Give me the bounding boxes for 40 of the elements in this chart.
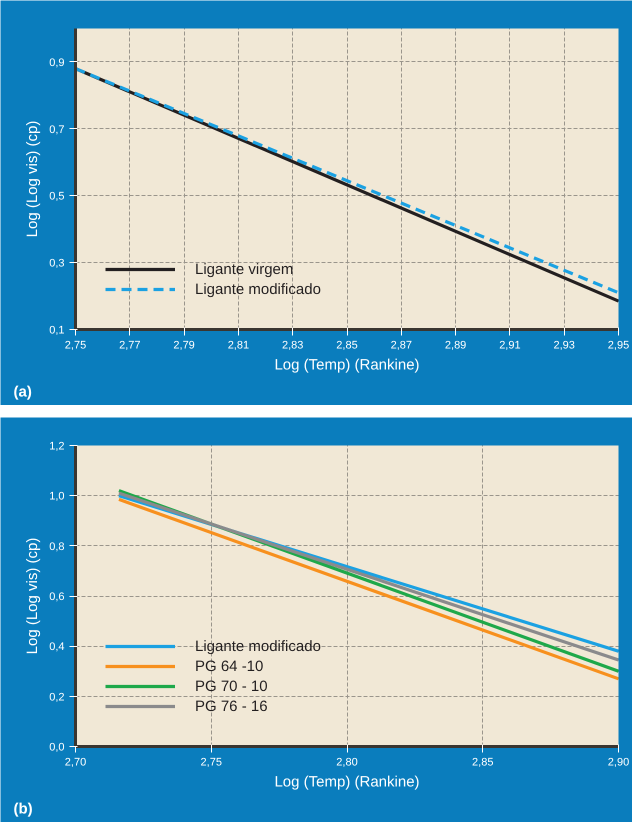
x-tick-label: 2,75 bbox=[64, 340, 86, 352]
y-tick-label: 0,4 bbox=[49, 641, 65, 654]
y-tick-label: 0,2 bbox=[49, 691, 65, 704]
x-tick-label: 2,89 bbox=[444, 340, 466, 352]
legend-label: PG 76 - 16 bbox=[195, 698, 268, 714]
x-tick-label: 2,81 bbox=[228, 340, 250, 352]
legend-label: PG 70 - 10 bbox=[195, 678, 268, 694]
text: (a) bbox=[14, 384, 32, 400]
x-tick-label: 2,93 bbox=[553, 340, 575, 352]
x-tick-label: 2,80 bbox=[336, 756, 358, 768]
y-tick-label: 0,8 bbox=[49, 540, 65, 553]
legend-label: PG 64 -10 bbox=[195, 658, 264, 674]
y-tick-label: 0,0 bbox=[49, 742, 65, 754]
legend-label: Ligante virgem bbox=[195, 260, 294, 278]
x-tick-label: 2,75 bbox=[200, 756, 222, 768]
y-tick-label: 1,2 bbox=[49, 440, 65, 452]
y-tick-label: 0,3 bbox=[49, 258, 65, 270]
legend-label: Ligante modificado bbox=[195, 280, 321, 298]
y-tick-label: 0,9 bbox=[49, 56, 65, 69]
y-tick-label: 0,6 bbox=[49, 591, 65, 603]
x-axis-title: Log (Temp) (Rankine) bbox=[274, 356, 420, 374]
y-tick-label: 1,0 bbox=[49, 490, 65, 503]
y-tick-label: 0,5 bbox=[49, 190, 65, 203]
x-tick-label: 2,79 bbox=[173, 340, 195, 352]
x-tick-label: 2,77 bbox=[119, 340, 141, 352]
x-tick-label: 2,90 bbox=[608, 756, 630, 768]
x-tick-label: 2,83 bbox=[282, 340, 304, 352]
x-tick-label: 2,70 bbox=[64, 756, 86, 768]
y-tick-label: 0,7 bbox=[49, 124, 65, 136]
x-tick-label: 2,95 bbox=[608, 340, 630, 352]
text: (b) bbox=[14, 800, 33, 818]
x-tick-label: 2,87 bbox=[390, 340, 412, 352]
x-axis-title: Log (Temp) (Rankine) bbox=[274, 774, 420, 790]
y-axis-title: Log (Log vis) (cp) bbox=[24, 120, 42, 238]
y-tick-label: 0,1 bbox=[49, 324, 65, 336]
legend-label: Ligante modificado bbox=[195, 638, 321, 654]
x-tick-label: 2,91 bbox=[499, 340, 521, 352]
x-tick-label: 2,85 bbox=[472, 756, 494, 768]
y-axis-title: Log (Log vis) (cp) bbox=[24, 538, 42, 654]
x-tick-label: 2,85 bbox=[336, 340, 358, 352]
